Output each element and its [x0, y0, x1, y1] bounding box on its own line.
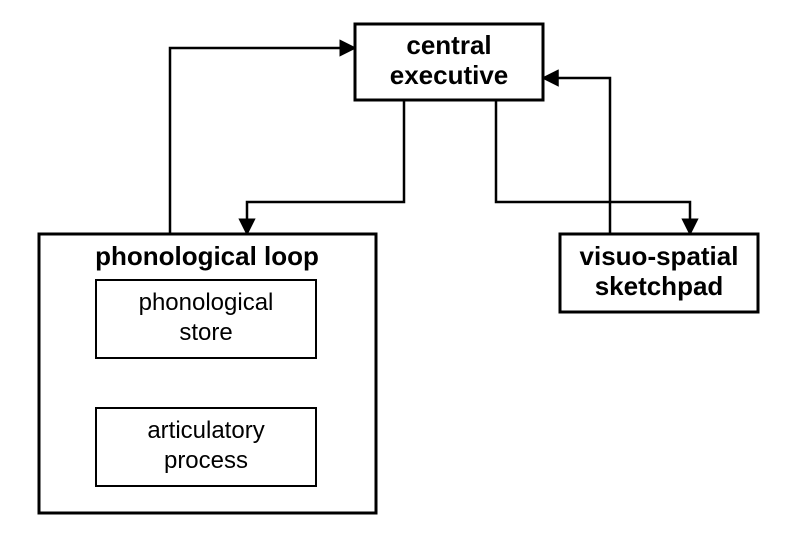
- phonological-loop-label: phonological loop: [95, 241, 319, 271]
- visuospatial-sketchpad-label: visuo-spatialsketchpad: [580, 241, 739, 301]
- working-memory-diagram: centralexecutive phonological loop phonolo…: [0, 0, 800, 536]
- articulatory-process-box: articulatoryprocess: [96, 408, 316, 486]
- central-executive-label: centralexecutive: [390, 30, 509, 90]
- edge-vs_to_ce: [543, 78, 610, 234]
- central-executive-box: centralexecutive: [355, 24, 543, 100]
- phonological-store-box: phonologicalstore: [96, 280, 316, 358]
- edge-pl_to_ce: [170, 48, 355, 234]
- visuospatial-sketchpad-box: visuo-spatialsketchpad: [560, 234, 758, 312]
- edge-ce_to_vs: [496, 100, 690, 234]
- edge-ce_to_pl: [247, 100, 404, 234]
